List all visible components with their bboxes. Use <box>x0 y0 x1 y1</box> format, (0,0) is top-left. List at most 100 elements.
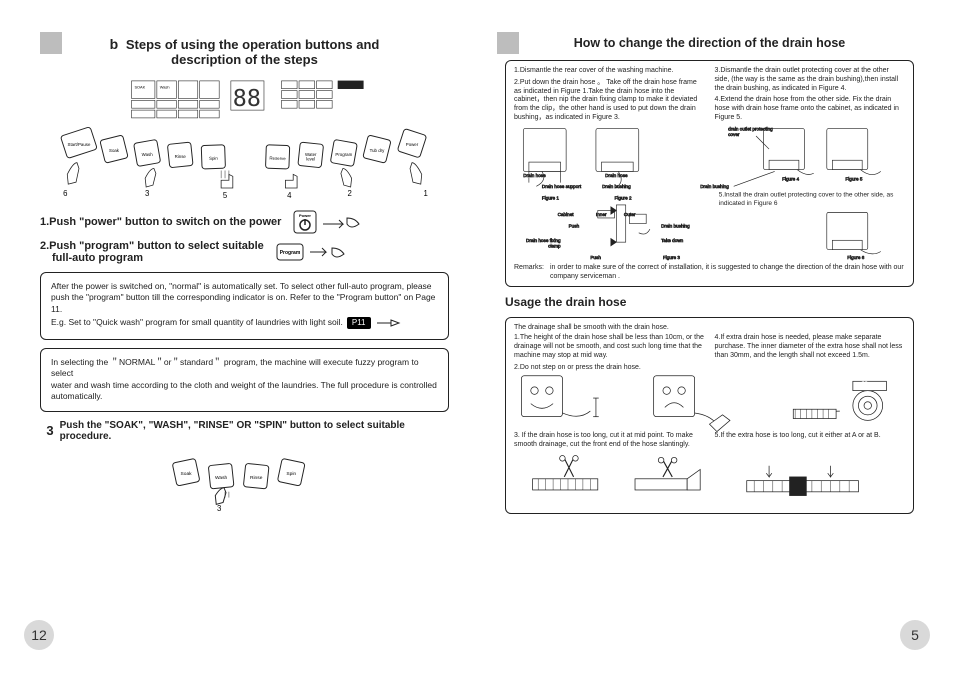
usage2: 2.Do not step on or press the drain hose… <box>514 364 705 373</box>
right-heading1: How to change the direction of the drain… <box>505 36 914 50</box>
usage5: 5.If the extra hose is too long, cut it … <box>715 432 906 450</box>
usage-intro: The drainage shall be smooth with the dr… <box>514 324 905 333</box>
page-right: How to change the direction of the drain… <box>477 30 934 656</box>
svg-text:Wash: Wash <box>142 152 154 157</box>
heading-line1: Steps of using the operation buttons and <box>126 37 380 52</box>
instr1: 1.Dismantle the rear cover of the washin… <box>514 67 705 76</box>
svg-text:Drain bushing: Drain bushing <box>661 223 690 228</box>
p11-badge: P11 <box>347 317 371 330</box>
step3-buttons-diagram: Soak Wash Rinse Spin 3 <box>40 446 449 516</box>
svg-text:Spin: Spin <box>286 471 296 477</box>
svg-text:Spin: Spin <box>209 156 218 161</box>
pointing-hand-icon <box>375 315 405 331</box>
remarks-label: Remarks: <box>514 264 544 282</box>
box2-a: In selecting the ＂NORMAL＂or＂standard＂ pr… <box>51 357 438 380</box>
svg-text:Figure 4: Figure 4 <box>782 176 799 181</box>
svg-text:Drain hose support: Drain hose support <box>542 184 582 189</box>
box1-a: After the power is switched on, "normal"… <box>51 281 438 292</box>
svg-text:Inner: Inner <box>596 212 607 217</box>
svg-text:SOAK: SOAK <box>134 85 145 90</box>
svg-text:≤10cm: ≤10cm <box>602 406 619 412</box>
svg-text:⌀ 30mm: ⌀ 30mm <box>857 381 878 387</box>
svg-text:Program: Program <box>279 250 300 256</box>
svg-text:Reserve: Reserve <box>269 155 286 161</box>
svg-text:Drain bushing: Drain bushing <box>602 184 631 189</box>
svg-text:Program: Program <box>335 152 352 157</box>
svg-text:6: 6 <box>63 189 67 198</box>
svg-text:Figure 3: Figure 3 <box>663 254 680 259</box>
program-button-icon: Program <box>276 240 346 264</box>
svg-text:Outer: Outer <box>624 212 636 217</box>
control-panel-diagram: 88 SOAK Wash Start/Pause Soak Wash Rinse… <box>40 77 449 204</box>
info-box-2: In selecting the ＂NORMAL＂or＂standard＂ pr… <box>40 348 449 412</box>
svg-text:cover: cover <box>728 132 740 137</box>
step1-text: 1.Push "power" button to switch on the p… <box>40 216 281 228</box>
box2-c: automatically. <box>51 391 438 402</box>
corner-marker-right <box>497 32 519 54</box>
svg-text:drain outlet protecting: drain outlet protecting <box>728 126 773 131</box>
svg-text:Push: Push <box>590 254 601 259</box>
svg-text:clamp: clamp <box>548 243 561 248</box>
svg-text:Wash: Wash <box>215 475 228 481</box>
svg-text:Drain hose: Drain hose <box>523 172 546 177</box>
drain-direction-box: 1.Dismantle the rear cover of the washin… <box>505 60 914 287</box>
svg-text:A: A <box>767 493 772 500</box>
step3-text: Push the "SOAK", "WASH", "RINSE" OR "SPI… <box>60 420 449 442</box>
heading-prefix: b <box>110 36 119 52</box>
page-num-right-value: 5 <box>911 627 919 643</box>
step2-a: 2.Push "program" button to select suitab… <box>40 240 264 252</box>
usage-box: The drainage shall be smooth with the dr… <box>505 317 914 515</box>
remarks-text: in order to make sure of the correct of … <box>550 264 905 282</box>
instr2: 2.Put down the drain hose 。 Take off the… <box>514 79 705 123</box>
page-number-left: 12 <box>24 620 54 650</box>
svg-text:Rinse: Rinse <box>250 475 263 481</box>
instr5: 5.Install the drain outlet protecting co… <box>719 191 901 207</box>
step3-num: 3 <box>40 423 54 438</box>
svg-text:Rinse: Rinse <box>175 154 187 159</box>
heading-line2: description of the steps <box>171 52 318 67</box>
power-button-icon: Power <box>293 210 363 234</box>
usage3: 3. If the drain hose is too long, cut it… <box>514 432 705 450</box>
svg-text:Soak: Soak <box>181 471 193 477</box>
svg-text:2: 2 <box>348 189 352 198</box>
right-heading2: Usage the drain hose <box>505 295 914 309</box>
svg-text:5: 5 <box>223 191 227 200</box>
instr4: 4.Extend the drain hose from the other s… <box>715 96 906 122</box>
svg-text:Power: Power <box>299 213 311 218</box>
left-heading: b Steps of using the operation buttons a… <box>40 36 449 67</box>
step2: 2.Push "program" button to select suitab… <box>40 240 449 264</box>
page-num-left-value: 12 <box>31 627 47 643</box>
svg-text:Tub dry: Tub dry <box>370 148 385 153</box>
usage4: 4.If extra drain hose is needed, please … <box>715 334 906 360</box>
svg-text:Figure 5: Figure 5 <box>845 176 862 181</box>
svg-text:Push: Push <box>569 223 580 228</box>
svg-text:Drain hose: Drain hose <box>605 172 628 177</box>
svg-text:88: 88 <box>233 84 261 112</box>
svg-text:3: 3 <box>217 504 221 513</box>
svg-text:Start/Pause: Start/Pause <box>68 142 91 147</box>
box2-b: water and wash time according to the clo… <box>51 380 438 391</box>
box1-b: push the "program" button till the corre… <box>51 292 438 315</box>
corner-marker <box>40 32 62 54</box>
svg-text:1: 1 <box>423 189 427 198</box>
page-number-right: 5 <box>900 620 930 650</box>
svg-text:Soak: Soak <box>109 148 120 153</box>
box1-c: E.g. Set to "Quick wash" program for sma… <box>51 317 343 328</box>
usage-figs-row2: A B <box>514 449 905 507</box>
svg-text:4: 4 <box>287 191 292 200</box>
instr3: 3.Dismantle the drain outlet protecting … <box>715 67 906 93</box>
svg-text:Figure 6: Figure 6 <box>847 254 864 259</box>
step3: 3 Push the "SOAK", "WASH", "RINSE" OR "S… <box>40 420 449 442</box>
svg-text:Take down: Take down <box>661 238 684 243</box>
svg-text:Figure 2: Figure 2 <box>615 195 632 200</box>
usage-figs-row1: ≤10cm <box>514 372 905 432</box>
drain-figures: Drain hose Drain hose support Figure 1 D… <box>514 123 905 263</box>
svg-text:level: level <box>306 157 315 162</box>
usage1: 1.The height of the drain hose shall be … <box>514 334 705 360</box>
page-left: b Steps of using the operation buttons a… <box>20 30 477 656</box>
svg-text:Drain bushing: Drain bushing <box>700 184 729 189</box>
svg-text:Power: Power <box>406 142 419 147</box>
step2-b: full-auto program <box>40 252 264 264</box>
svg-text:3: 3 <box>145 189 149 198</box>
svg-text:Figure 1: Figure 1 <box>542 195 559 200</box>
